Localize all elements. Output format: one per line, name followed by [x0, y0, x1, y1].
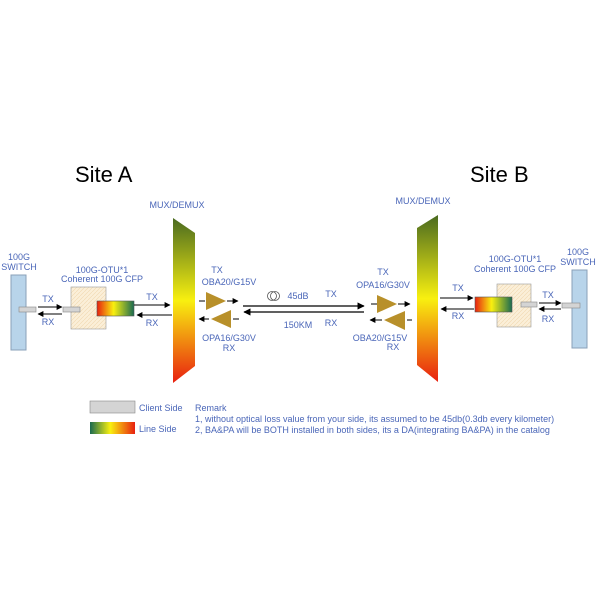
fiber-link: 45dB TX RX 150KM — [243, 289, 365, 330]
site-a-equipment: 100G SWITCH TX RX 100G-OTU*1 Coherent 10… — [1, 200, 256, 383]
left-mux-demux — [173, 218, 195, 383]
left-amp-rx-model: OPA16/G30V — [202, 333, 256, 343]
right-client-tx-label: TX — [542, 290, 554, 300]
left-otu-client-port — [62, 306, 81, 313]
right-switch-port — [561, 302, 581, 309]
right-switch — [571, 269, 588, 349]
right-line-rx-label: RX — [452, 311, 465, 321]
right-mux-label: MUX/DEMUX — [395, 196, 450, 206]
site-a-title: Site A — [75, 162, 133, 187]
left-line-tx-label: TX — [146, 292, 158, 302]
legend-client-label: Client Side — [139, 403, 183, 413]
right-mux-demux — [417, 215, 438, 382]
left-rx-amplifier-icon — [211, 310, 231, 328]
left-mux-label: MUX/DEMUX — [149, 200, 204, 210]
left-amp-tx-model: OBA20/G15V — [202, 277, 257, 287]
right-tx-amplifier-icon — [377, 295, 397, 313]
right-otu-label: 100G-OTU*1 — [489, 254, 542, 264]
link-tx-label: TX — [325, 289, 337, 299]
left-switch-port — [18, 306, 37, 313]
right-amp-rx-model: OBA20/G15V — [353, 333, 408, 343]
left-amp-rx-dir: RX — [223, 343, 236, 353]
left-switch-label: 100G — [8, 252, 30, 262]
right-amp-tx-dir: TX — [377, 267, 389, 277]
left-cfp-line-port — [96, 300, 135, 317]
remark-line: 2, BA&PA will be BOTH installed in both … — [195, 425, 550, 435]
right-switch-label: 100G — [567, 247, 589, 257]
right-otu-client-port — [520, 301, 538, 308]
left-otu-label: 100G-OTU*1 — [76, 265, 129, 275]
site-b-equipment: TX OPA16/G30V OBA20/G15V RX MUX/DEMUX TX… — [353, 196, 596, 382]
left-client-rx-label: RX — [42, 317, 55, 327]
right-amp-rx-dir: RX — [387, 342, 400, 352]
left-line-rx-label: RX — [146, 318, 159, 328]
right-cfp-line-port — [474, 296, 513, 313]
link-loss: 45dB — [287, 291, 308, 301]
left-switch-label: SWITCH — [1, 262, 37, 272]
fiber-coil-icon — [267, 291, 280, 301]
link-distance: 150KM — [284, 320, 313, 330]
right-amp-tx-model: OPA16/G30V — [356, 280, 410, 290]
link-rx-label: RX — [325, 318, 338, 328]
remark-line: 1, without optical loss value from your … — [195, 414, 554, 424]
legend-client-swatch — [89, 400, 136, 414]
left-otu-label: Coherent 100G CFP — [61, 274, 143, 284]
site-b-title: Site B — [470, 162, 529, 187]
left-client-tx-label: TX — [42, 294, 54, 304]
legend: Client Side Line Side — [89, 400, 183, 434]
remark-title: Remark — [195, 403, 227, 413]
legend-line-label: Line Side — [139, 424, 177, 434]
right-otu-label: Coherent 100G CFP — [474, 264, 556, 274]
legend-line-swatch — [90, 422, 135, 434]
right-line-tx-label: TX — [452, 283, 464, 293]
left-switch — [10, 274, 27, 351]
left-tx-amplifier-icon — [206, 292, 226, 310]
right-rx-amplifier-icon — [384, 311, 405, 330]
left-amp-tx-dir: TX — [211, 265, 223, 275]
right-client-rx-label: RX — [542, 314, 555, 324]
right-switch-label: SWITCH — [560, 257, 596, 267]
remark: Remark 1, without optical loss value fro… — [195, 403, 554, 435]
